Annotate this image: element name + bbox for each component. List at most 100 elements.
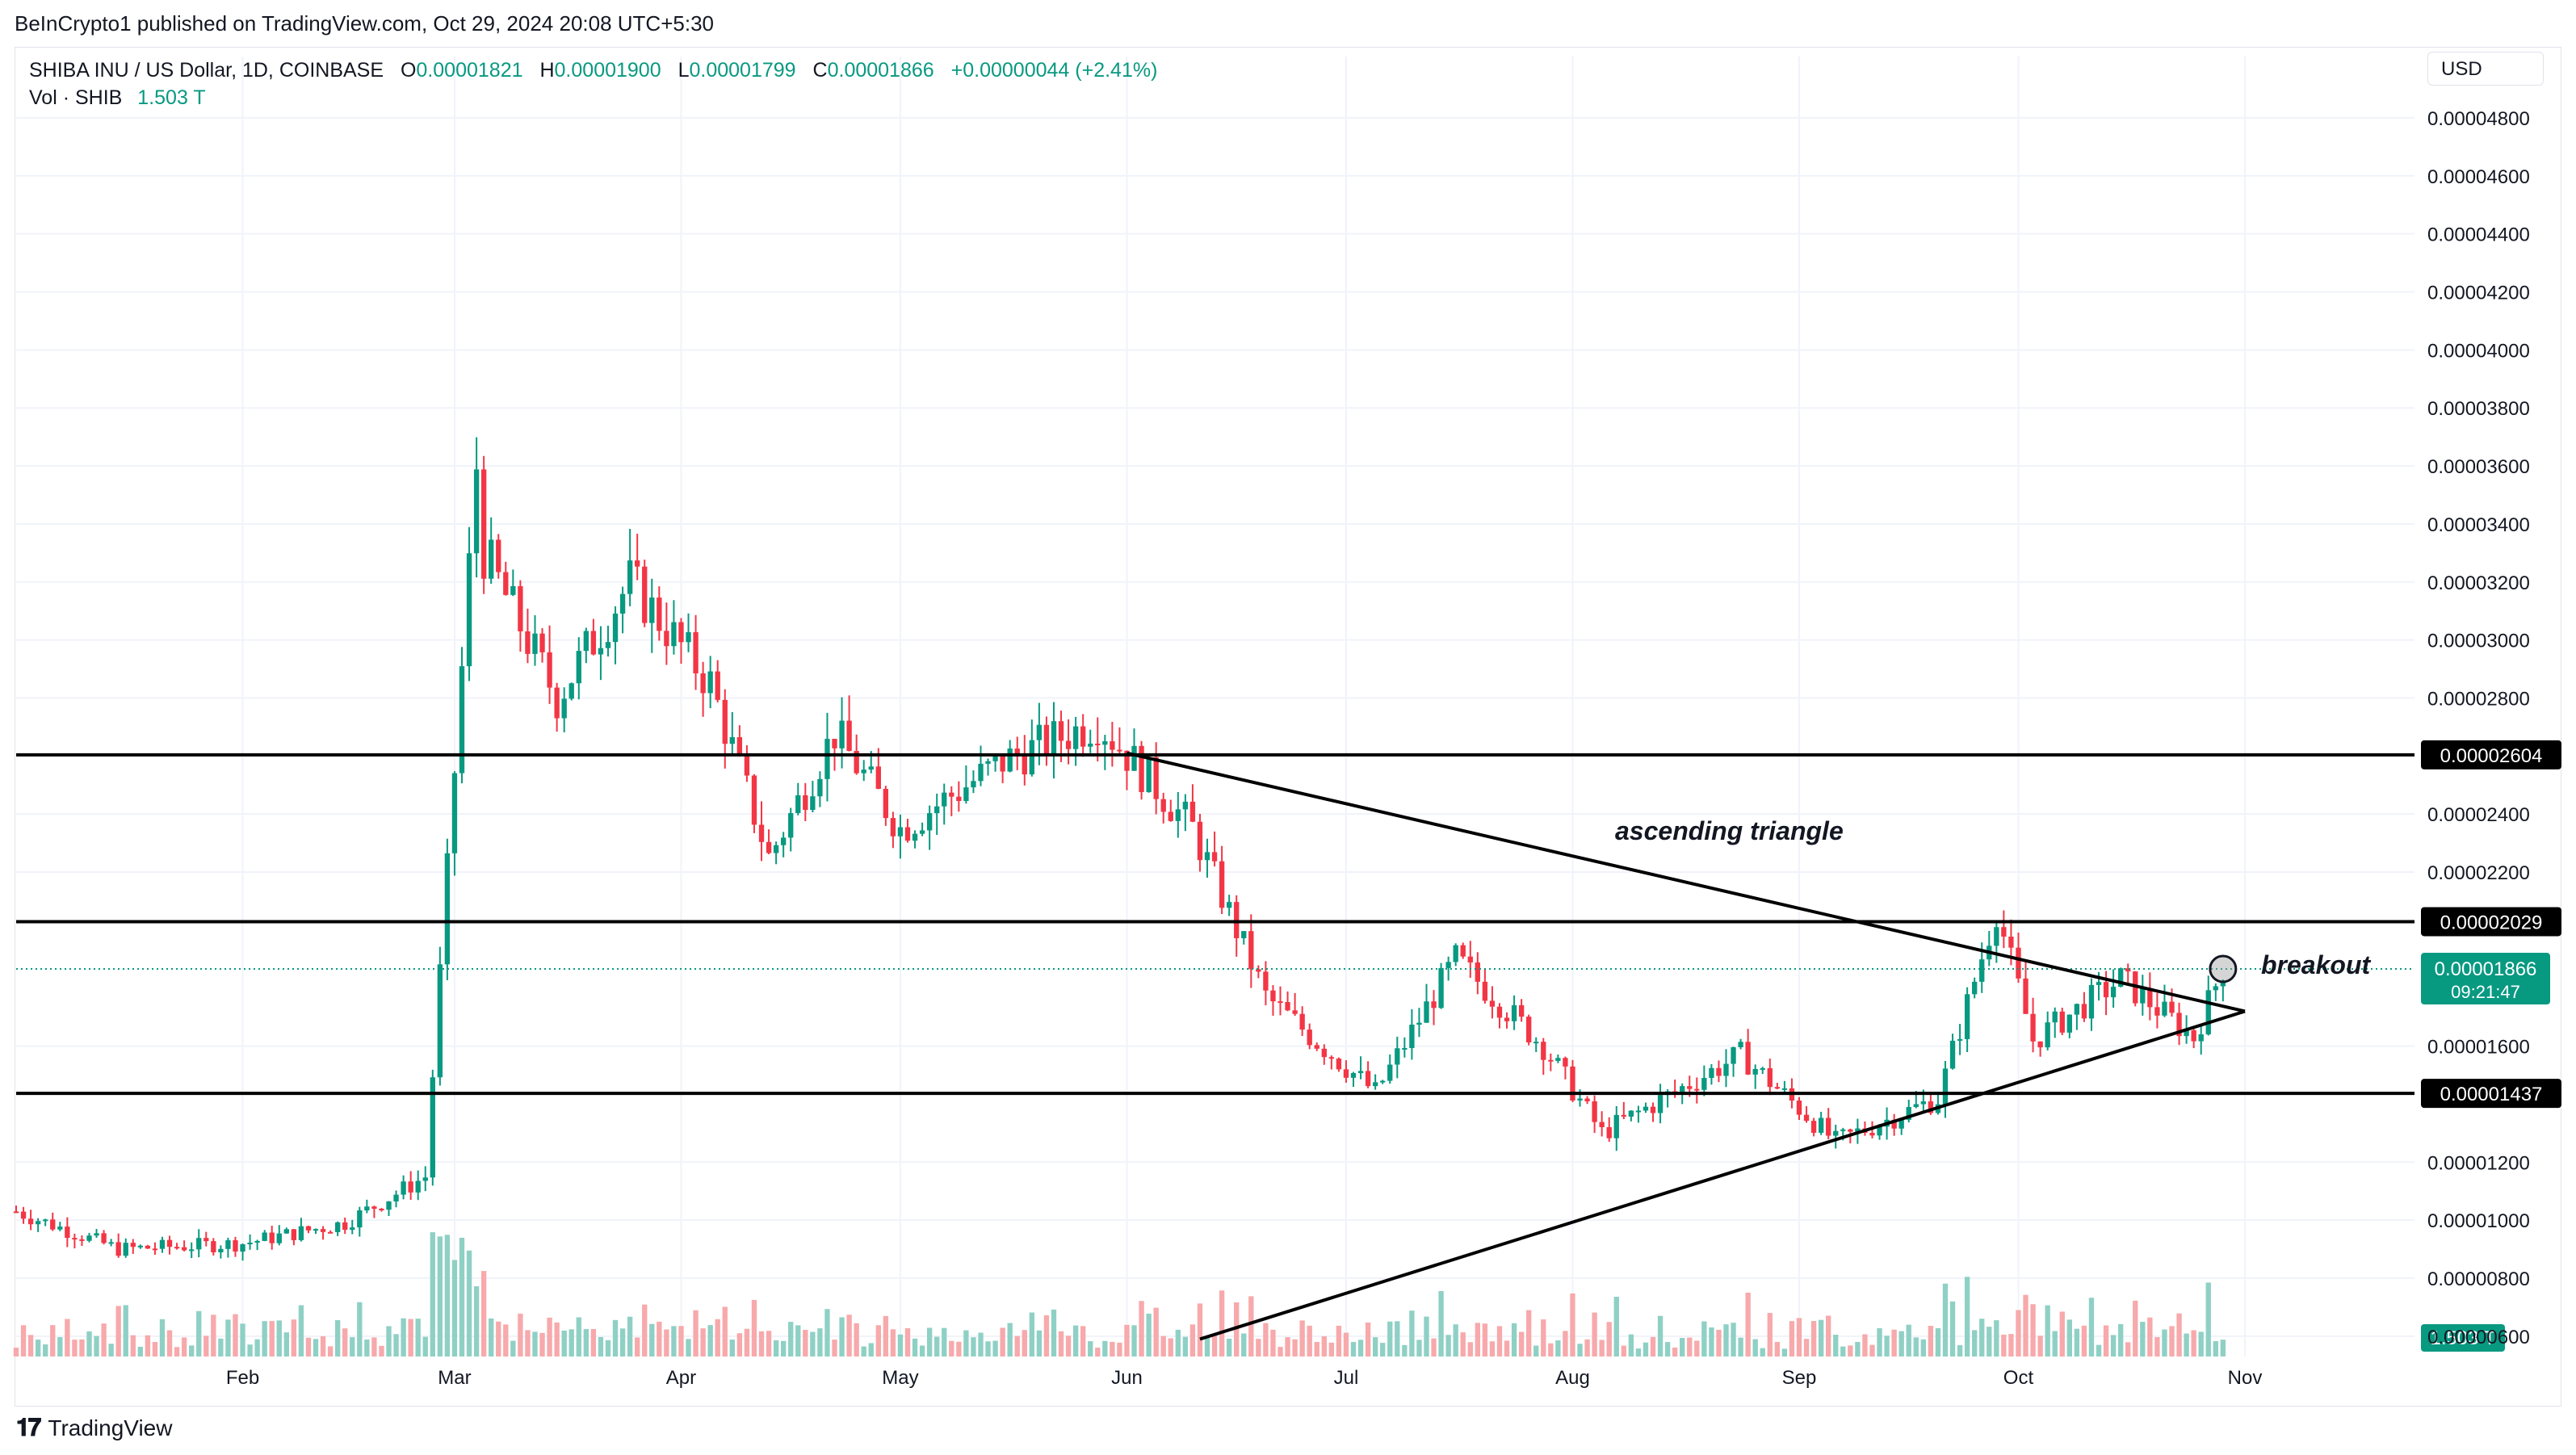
candle-body	[466, 553, 472, 667]
volume-bar	[985, 1341, 991, 1356]
candle-body	[2045, 1022, 2050, 1048]
volume-bar	[1767, 1313, 1773, 1356]
volume-bar	[1014, 1335, 1020, 1356]
candle-body	[386, 1201, 392, 1210]
candle-body	[619, 593, 626, 614]
price-tick-label: 0.00000800	[2427, 1268, 2530, 1290]
volume-bar	[1833, 1335, 1839, 1356]
volume-bar	[1716, 1329, 1722, 1356]
candle-body	[1146, 757, 1152, 793]
volume-bar	[992, 1340, 998, 1356]
volume-bar	[291, 1319, 297, 1356]
volume-bar	[846, 1315, 852, 1356]
volume-bar	[1402, 1344, 1408, 1356]
candle-body	[1080, 726, 1086, 747]
candle-body	[20, 1211, 27, 1219]
candle-body	[1467, 956, 1473, 963]
candle-body	[364, 1206, 370, 1211]
volume-bar	[327, 1346, 334, 1356]
price-tick-label: 0.00001200	[2427, 1152, 2530, 1174]
volume-bar	[1840, 1346, 1846, 1356]
volume-bar	[1124, 1324, 1130, 1356]
currency-selector[interactable]: USD	[2427, 52, 2544, 86]
candle-body	[1482, 981, 1488, 1001]
volume-bar	[1036, 1330, 1043, 1356]
volume-bar	[1709, 1327, 1714, 1356]
volume-bar	[2154, 1337, 2160, 1356]
candle-body	[181, 1247, 187, 1251]
volume-bar	[1263, 1323, 1269, 1356]
candle-body	[1979, 959, 1985, 982]
volume-bar	[2023, 1294, 2028, 1356]
time-tick-label: May	[882, 1367, 918, 1389]
candle-body	[649, 598, 655, 623]
volume-bar	[1095, 1348, 1101, 1356]
symbol-title[interactable]: SHIBA INU / US Dollar, 1D, COINBASE	[29, 59, 384, 82]
volume-bar	[736, 1333, 743, 1356]
open-label: O	[400, 59, 417, 82]
candle-body	[437, 964, 443, 1078]
price-marker-badge	[2421, 907, 2561, 937]
candle-body	[1014, 748, 1020, 756]
volume-bar	[1891, 1329, 1897, 1356]
volume-bar	[1548, 1343, 1554, 1356]
price-tick-label: 0.00001000	[2427, 1210, 2530, 1232]
candle-body	[189, 1249, 195, 1252]
publish-credit: BeInCrypto1 published on TradingView.com…	[15, 11, 714, 36]
candle-body	[2198, 1034, 2204, 1042]
volume-bar	[1972, 1330, 1978, 1356]
volume-bar	[65, 1319, 70, 1356]
volume-bar	[240, 1323, 245, 1356]
volume-bar	[1628, 1334, 1634, 1356]
volume-bar	[2213, 1340, 2218, 1356]
volume-bar	[934, 1336, 940, 1356]
volume-bar	[919, 1345, 925, 1356]
volume-bar	[1387, 1321, 1393, 1356]
candle-body	[897, 827, 904, 837]
candle-body	[1357, 1071, 1364, 1074]
volume-bar	[86, 1331, 92, 1356]
candle-body	[2059, 1011, 2065, 1033]
candle-body	[1475, 962, 1481, 982]
candle-body	[715, 671, 720, 700]
candle-body	[459, 666, 465, 774]
candle-body	[1314, 1045, 1319, 1049]
candle-body	[1402, 1048, 1408, 1050]
volume-bar	[1153, 1307, 1159, 1356]
volume-bar	[1336, 1325, 1342, 1356]
volume-bar	[262, 1321, 267, 1356]
volume-bar	[50, 1325, 56, 1356]
candle-body	[1752, 1068, 1758, 1075]
volume-bar	[1848, 1345, 1853, 1356]
volume-bar	[386, 1326, 392, 1356]
candle-body	[1211, 852, 1218, 862]
volume-bar	[496, 1321, 501, 1356]
volume-bar	[459, 1237, 465, 1356]
candle-body	[832, 739, 837, 748]
candle-body	[166, 1239, 173, 1247]
volume-bar	[2147, 1317, 2153, 1356]
price-tick-label: 0.00002800	[2427, 688, 2530, 710]
candle-body	[1204, 852, 1210, 861]
candle-body	[130, 1243, 136, 1247]
candle-body	[1745, 1042, 1751, 1075]
candle-body	[773, 845, 779, 853]
volume-bar	[430, 1232, 435, 1356]
volume-bar	[1029, 1312, 1035, 1356]
candle-body	[473, 469, 480, 554]
time-tick-label: Jul	[1334, 1367, 1359, 1389]
candle-body	[510, 585, 516, 595]
volume-bar	[1299, 1320, 1305, 1356]
price-tick-label: 0.00000600	[2427, 1327, 2530, 1348]
time-tick-label: Jun	[1111, 1367, 1143, 1389]
volume-bar	[1482, 1323, 1488, 1356]
candle-body	[1526, 1017, 1532, 1043]
last-price-label: 0.00001866	[2435, 958, 2537, 980]
candle-body	[350, 1227, 355, 1231]
candle-body	[27, 1218, 34, 1225]
volume-bar	[1541, 1319, 1546, 1356]
volume-bar	[854, 1323, 859, 1356]
annotations: ascending triangle breakout	[1615, 816, 2371, 979]
volume-bar	[912, 1338, 918, 1356]
